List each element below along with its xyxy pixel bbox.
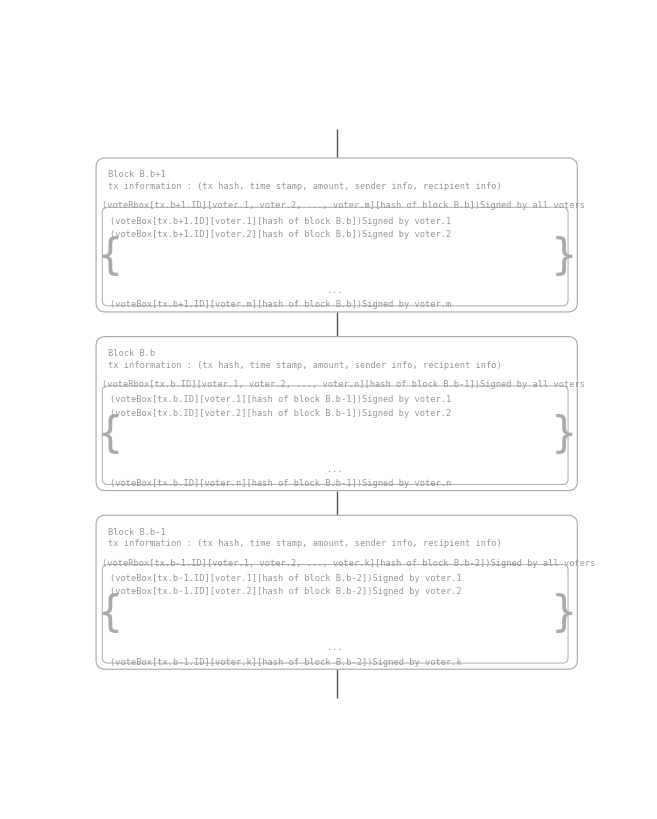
Text: }: } [551,414,577,456]
Text: (voteRbox[tx.b+1.ID][voter.1, voter.2, ..., voter.m][hash of block B.b])Signed b: (voteRbox[tx.b+1.ID][voter.1, voter.2, .… [102,201,585,210]
Text: {: { [97,236,123,278]
Text: (voteRbox[tx.b-1.ID][voter.1, voter.2, ..., voter.k][hash of block B.b-2])Signed: (voteRbox[tx.b-1.ID][voter.1, voter.2, .… [102,559,596,568]
Text: (voteBox[tx.b-1.ID][voter.2][hash of block B.b-2])Signed by voter.2: (voteBox[tx.b-1.ID][voter.2][hash of blo… [110,587,462,596]
FancyBboxPatch shape [102,207,568,305]
Text: Block B.b-1: Block B.b-1 [108,527,166,536]
Text: (voteBox[tx.b+1.ID][voter.m][hash of block B.b])Signed by voter.m: (voteBox[tx.b+1.ID][voter.m][hash of blo… [110,301,451,310]
Text: ...: ... [327,286,343,295]
Text: tx information : (tx hash, time stamp, amount, sender info, recipient info): tx information : (tx hash, time stamp, a… [108,361,501,370]
Text: Block B.b: Block B.b [108,349,155,358]
Text: (voteBox[tx.b-1.ID][voter.k][hash of block B.b-2])Signed by voter.k: (voteBox[tx.b-1.ID][voter.k][hash of blo… [110,658,462,667]
FancyBboxPatch shape [96,337,578,491]
Text: tx information : (tx hash, time stamp, amount, sender info, recipient info): tx information : (tx hash, time stamp, a… [108,182,501,191]
Text: (voteBox[tx.b-1.ID][voter.1][hash of block B.b-2])Signed by voter.1: (voteBox[tx.b-1.ID][voter.1][hash of blo… [110,574,462,583]
Text: {: { [97,414,123,456]
FancyBboxPatch shape [102,564,568,663]
Text: ...: ... [327,644,343,653]
Text: ...: ... [327,465,343,474]
Text: Block B.b+1: Block B.b+1 [108,170,166,179]
Text: {: { [97,593,123,635]
Text: (voteBox[tx.b+1.ID][voter.1][hash of block B.b])Signed by voter.1: (voteBox[tx.b+1.ID][voter.1][hash of blo… [110,216,451,225]
Text: (voteBox[tx.b.ID][voter.1][hash of block B.b-1])Signed by voter.1: (voteBox[tx.b.ID][voter.1][hash of block… [110,395,451,404]
Text: (voteRbox[tx.b.ID][voter.1, voter.2, ..., voter.n][hash of block B.b-1])Signed b: (voteRbox[tx.b.ID][voter.1, voter.2, ...… [102,380,585,389]
Text: (voteBox[tx.b+1.ID][voter.2][hash of block B.b])Signed by voter.2: (voteBox[tx.b+1.ID][voter.2][hash of blo… [110,230,451,239]
Text: }: } [551,236,577,278]
FancyBboxPatch shape [96,158,578,312]
Text: (voteBox[tx.b.ID][voter.n][hash of block B.b-1])Signed by voter.n: (voteBox[tx.b.ID][voter.n][hash of block… [110,479,451,488]
FancyBboxPatch shape [96,515,578,669]
Text: tx information : (tx hash, time stamp, amount, sender info, recipient info): tx information : (tx hash, time stamp, a… [108,540,501,549]
Text: (voteBox[tx.b.ID][voter.2][hash of block B.b-1])Signed by voter.2: (voteBox[tx.b.ID][voter.2][hash of block… [110,409,451,418]
FancyBboxPatch shape [102,386,568,484]
Text: }: } [551,593,577,635]
